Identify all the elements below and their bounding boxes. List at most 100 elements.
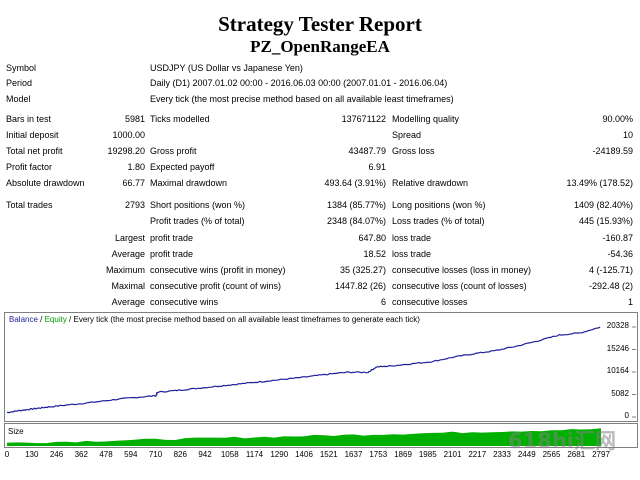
x-tick-label: 2565 bbox=[542, 450, 561, 459]
profit-factor-value: 1.80 bbox=[127, 162, 145, 172]
legend-equity: Equity bbox=[44, 315, 67, 324]
x-tick-label: 2217 bbox=[468, 450, 487, 459]
total-trades-value: 2793 bbox=[124, 200, 145, 210]
y-tick-label: 0 bbox=[624, 411, 629, 420]
gross-loss-label: Gross loss bbox=[392, 146, 435, 156]
x-tick-label: 826 bbox=[173, 450, 187, 459]
largest-profit-label: profit trade bbox=[150, 233, 194, 243]
loss-trades-value: 445 (15.93%) bbox=[578, 216, 633, 226]
x-tick-label: 2681 bbox=[567, 450, 586, 459]
y-tick-label: 20328 bbox=[606, 321, 629, 330]
avg-consecutive-wins-value: 6 bbox=[380, 297, 386, 307]
x-tick-label: 942 bbox=[198, 450, 212, 459]
maximal-consecutive-loss-label: consecutive loss (count of losses) bbox=[392, 281, 527, 291]
ticks-value: 137671122 bbox=[341, 114, 386, 124]
maximum-label: Maximum bbox=[105, 265, 145, 275]
x-tick-label: 1869 bbox=[394, 450, 412, 459]
max-consecutive-wins-value: 35 (325.27) bbox=[339, 265, 386, 275]
short-positions-label: Short positions (won %) bbox=[150, 200, 246, 210]
absolute-drawdown-value: 66.77 bbox=[122, 178, 145, 188]
report-title: Strategy Tester Report bbox=[218, 12, 422, 36]
bars-value: 5981 bbox=[124, 114, 145, 124]
y-tick-label: 5082 bbox=[611, 388, 629, 398]
x-tick-label: 0 bbox=[4, 450, 10, 459]
maximal-consecutive-loss-value: -292.48 (2) bbox=[588, 281, 633, 291]
gross-loss-value: -24189.59 bbox=[592, 146, 633, 156]
largest-label: Largest bbox=[114, 233, 145, 243]
x-tick-label: 246 bbox=[49, 450, 64, 459]
average-profit-value: 18.52 bbox=[363, 249, 386, 259]
expected-payoff-value: 6.91 bbox=[368, 162, 386, 172]
model-label: Model bbox=[6, 94, 31, 104]
y-tick-label: 15246 bbox=[606, 343, 629, 353]
total-trades-label: Total trades bbox=[6, 200, 53, 210]
x-tick-label: 1290 bbox=[270, 450, 289, 459]
x-tick-label: 130 bbox=[25, 450, 39, 459]
legend-sep: / bbox=[37, 315, 45, 324]
maximal-drawdown-label: Maximal drawdown bbox=[150, 178, 228, 188]
x-tick-label: 362 bbox=[74, 450, 88, 459]
x-tick-label: 1637 bbox=[344, 450, 363, 459]
loss-trades-label: Loss trades (% of total) bbox=[392, 216, 485, 226]
maximal-consecutive-profit-value: 1447.82 (26) bbox=[334, 281, 386, 291]
size-panel: Size bbox=[4, 423, 638, 448]
x-tick-label: 1753 bbox=[369, 450, 388, 459]
profit-trades-value: 2348 (84.07%) bbox=[326, 216, 386, 226]
size-label: Size bbox=[8, 427, 24, 436]
max-consecutive-losses-value: 4 (-125.71) bbox=[588, 265, 633, 275]
legend-balance: Balance bbox=[9, 315, 38, 324]
avg-consecutive-losses-value: 1 bbox=[627, 297, 633, 307]
bars-label: Bars in test bbox=[6, 114, 52, 124]
x-tick-label: 478 bbox=[99, 450, 113, 459]
x-tick-label: 2449 bbox=[517, 450, 536, 459]
x-tick-label: 1406 bbox=[295, 450, 313, 459]
balance-series-line bbox=[6, 326, 601, 414]
x-tick-label: 1521 bbox=[319, 450, 338, 459]
average-loss-label: loss trade bbox=[392, 249, 432, 259]
quality-value: 90.00% bbox=[602, 114, 633, 124]
net-profit-label: Total net profit bbox=[6, 146, 63, 156]
model-value: Every tick (the most precise method base… bbox=[150, 94, 454, 104]
profit-trades-label: Profit trades (% of total) bbox=[150, 216, 245, 226]
largest-loss-value: -160.87 bbox=[602, 233, 633, 243]
expected-payoff-label: Expected payoff bbox=[150, 162, 215, 172]
average-loss-value: -54.36 bbox=[607, 249, 633, 259]
deposit-value: 1000.00 bbox=[112, 130, 145, 140]
long-positions-value: 1409 (82.40%) bbox=[573, 200, 633, 210]
long-positions-label: Long positions (won %) bbox=[392, 200, 486, 210]
balance-line-svg bbox=[6, 326, 636, 418]
x-tick-label: 1174 bbox=[245, 450, 264, 459]
max-consecutive-losses-label: consecutive losses (loss in money) bbox=[392, 265, 532, 275]
profit-factor-label: Profit factor bbox=[6, 162, 53, 172]
net-profit-value: 19298.20 bbox=[107, 146, 145, 156]
symbol-label: Symbol bbox=[6, 63, 37, 73]
ticks-label: Ticks modelled bbox=[150, 114, 210, 124]
y-tick-label: 10164 bbox=[606, 366, 629, 375]
x-tick-label: 2101 bbox=[443, 450, 462, 459]
deposit-label: Initial deposit bbox=[6, 130, 59, 140]
period-value: Daily (D1) 2007.01.02 00:00 - 2016.06.03… bbox=[150, 78, 448, 88]
average-label: Average bbox=[111, 249, 145, 259]
maximal-label: Maximal bbox=[111, 281, 145, 291]
x-axis-ticks: 0 130 246 362 478 594 710 826 942 1058 1174 1290 140… bbox=[0, 448, 640, 462]
symbol-value: USDJPY (US Dollar vs Japanese Yen) bbox=[150, 63, 303, 73]
x-tick-label: 1058 bbox=[220, 450, 239, 459]
report-subtitle: PZ_OpenRangeEA bbox=[250, 37, 390, 56]
period-label: Period bbox=[6, 78, 33, 88]
maximal-consecutive-profit-label: consecutive profit (count of wins) bbox=[150, 281, 282, 291]
average-profit-label: profit trade bbox=[150, 249, 194, 259]
x-tick-label: 594 bbox=[124, 450, 138, 459]
chart-legend: Balance / Equity / Every tick (the most … bbox=[9, 315, 420, 324]
max-consecutive-wins-label: consecutive wins (profit in money) bbox=[150, 265, 286, 275]
legend-description: / Every tick (the most precise method ba… bbox=[66, 315, 420, 324]
gross-profit-value: 43487.79 bbox=[348, 146, 386, 156]
maximal-drawdown-value: 493.64 (3.91%) bbox=[324, 178, 386, 188]
x-tick-label: 1985 bbox=[418, 450, 437, 459]
x-tick-label: 2333 bbox=[493, 450, 511, 459]
short-positions-value: 1384 (85.77%) bbox=[326, 200, 386, 210]
x-tick-label: 710 bbox=[148, 450, 163, 459]
avg-consecutive-wins-label: consecutive wins bbox=[150, 297, 219, 307]
spread-value: 10 bbox=[622, 130, 633, 140]
largest-profit-value: 647.80 bbox=[358, 233, 386, 243]
